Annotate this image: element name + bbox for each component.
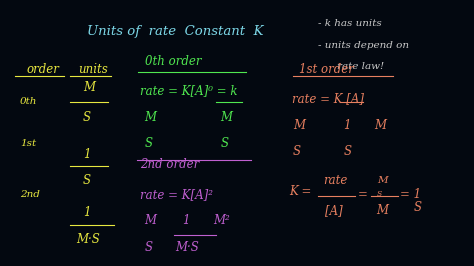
Text: 1: 1: [83, 148, 91, 161]
Text: 1: 1: [83, 206, 91, 219]
Text: 1st: 1st: [20, 139, 36, 148]
Text: M: M: [220, 111, 232, 123]
Text: S: S: [220, 137, 228, 150]
Text: M: M: [374, 119, 386, 131]
Text: S: S: [145, 137, 153, 150]
Text: S: S: [344, 145, 352, 158]
Text: 0th order: 0th order: [145, 55, 201, 68]
Text: 2nd order: 2nd order: [140, 159, 199, 171]
Text: S: S: [293, 145, 301, 158]
Text: units: units: [78, 63, 108, 76]
Text: 1: 1: [182, 214, 190, 227]
Text: rate law!: rate law!: [337, 62, 383, 71]
Text: M: M: [83, 81, 95, 94]
Text: rate: rate: [323, 174, 347, 187]
Text: M²: M²: [213, 214, 230, 227]
Text: M: M: [293, 119, 305, 131]
Text: 0th: 0th: [20, 97, 37, 106]
Text: S: S: [377, 190, 382, 198]
Text: - units depend on: - units depend on: [318, 41, 409, 50]
Text: M: M: [145, 214, 156, 227]
Text: order: order: [26, 63, 59, 76]
Text: S: S: [83, 111, 91, 123]
Text: [A]: [A]: [325, 204, 342, 217]
Text: rate = K [A]: rate = K [A]: [292, 92, 364, 105]
Text: M: M: [377, 176, 387, 185]
Text: = 1: = 1: [400, 188, 421, 201]
Text: =: =: [358, 188, 368, 201]
Text: M·S: M·S: [76, 233, 100, 246]
Text: - k has units: - k has units: [318, 19, 381, 28]
Text: S: S: [145, 241, 153, 254]
Text: 1: 1: [344, 119, 351, 131]
Text: 1st order: 1st order: [299, 63, 354, 76]
Text: M·S: M·S: [175, 241, 199, 254]
Text: 2nd: 2nd: [20, 190, 40, 199]
Text: S: S: [83, 174, 91, 187]
Text: Units of  rate  Constant  K: Units of rate Constant K: [87, 26, 264, 38]
Text: M: M: [376, 204, 388, 217]
Text: rate = K[A]²: rate = K[A]²: [140, 188, 213, 201]
Text: K =: K =: [289, 185, 311, 198]
Text: rate = K[A]⁰ = k: rate = K[A]⁰ = k: [140, 84, 237, 97]
Text: S: S: [414, 201, 422, 214]
Text: M: M: [145, 111, 156, 123]
